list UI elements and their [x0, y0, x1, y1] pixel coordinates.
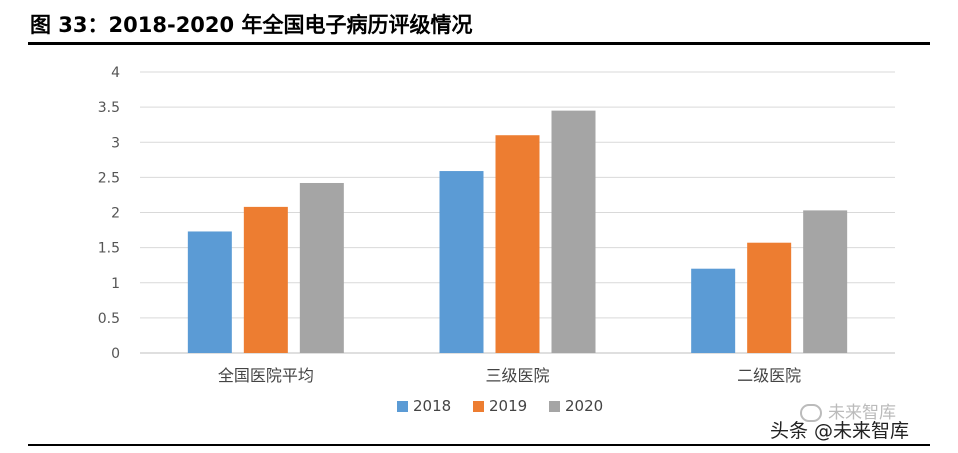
legend-swatch-2019	[473, 401, 484, 412]
bar-2018-2	[691, 268, 736, 353]
y-tick-label: 3.5	[98, 100, 120, 116]
bars	[187, 110, 848, 353]
bottom-divider	[28, 444, 930, 446]
bar-2019-2	[747, 242, 792, 353]
y-tick-label: 2	[111, 206, 120, 222]
title-divider	[28, 42, 930, 45]
x-axis-categories: 全国医院平均 三级医院 二级医院	[218, 366, 801, 385]
x-category-label: 全国医院平均	[218, 366, 314, 385]
legend: 2018 2019 2020	[397, 397, 603, 415]
y-tick-label: 3	[111, 135, 120, 151]
legend-label-2019: 2019	[489, 397, 527, 415]
y-axis-ticks: 0 0.5 1 1.5 2 2.5 3 3.5 4	[98, 65, 120, 362]
figure-title: 图 33：2018-2020 年全国电子病历评级情况	[30, 13, 473, 37]
watermark-faded: 未来智库	[800, 398, 896, 423]
y-tick-label: 0.5	[98, 311, 120, 327]
watermark: 头条 @未来智库	[770, 420, 910, 442]
legend-swatch-2020	[549, 401, 560, 412]
y-tick-label: 0	[111, 346, 120, 362]
legend-label-2020: 2020	[565, 397, 603, 415]
y-tick-label: 2.5	[98, 170, 120, 186]
legend-label-2018: 2018	[413, 397, 451, 415]
bar-2019-0	[243, 206, 288, 353]
bar-2020-0	[299, 182, 344, 353]
bar-2018-1	[439, 171, 484, 353]
bar-2018-0	[187, 231, 232, 353]
bar-2019-1	[495, 135, 540, 353]
bar-2020-2	[803, 210, 848, 353]
legend-swatch-2018	[397, 401, 408, 412]
x-category-label: 二级医院	[737, 366, 801, 385]
watermark-logo-icon	[800, 404, 822, 422]
y-tick-label: 4	[111, 65, 120, 81]
x-category-label: 三级医院	[485, 366, 549, 385]
y-tick-label: 1.5	[98, 241, 120, 257]
y-tick-label: 1	[111, 276, 120, 292]
bar-2020-1	[551, 110, 596, 353]
